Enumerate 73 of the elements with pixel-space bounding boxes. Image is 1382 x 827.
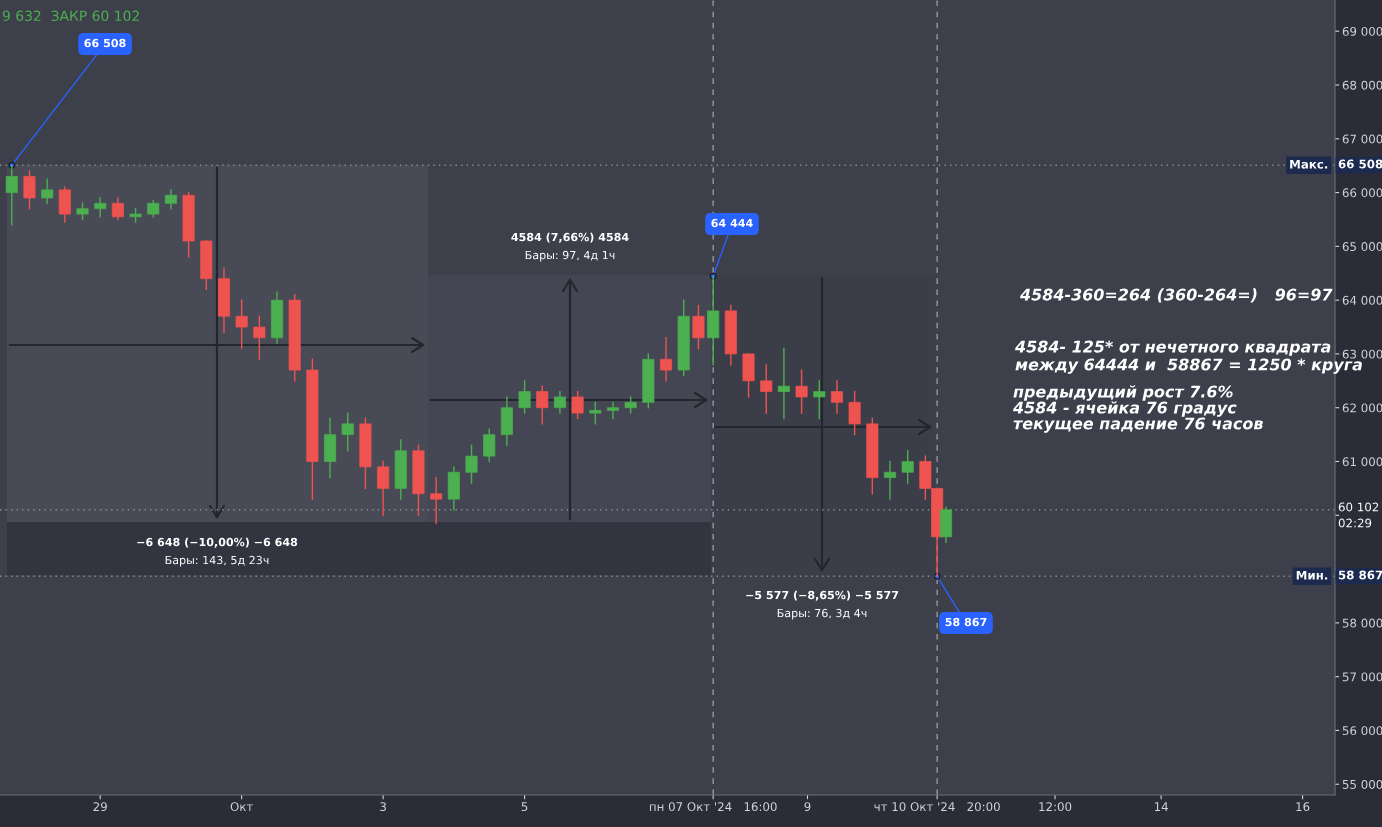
x-tick-label: 3	[380, 802, 386, 812]
candlestick	[430, 476, 443, 525]
text: 02:29	[1338, 518, 1372, 528]
annotation: 4584- 125* от нечетного квадрата	[1014, 340, 1331, 356]
y-tick-label: 61 000	[1342, 457, 1382, 467]
annotation: 4584 - ячейка 76 градус	[1012, 401, 1237, 417]
y-tick-label: 57 000	[1342, 672, 1382, 682]
y-tick-label: 63 000	[1342, 349, 1382, 359]
candlestick	[848, 390, 861, 436]
y-tick-label: 69 000	[1342, 26, 1382, 36]
annotation: между 64444 и 58867 = 1250 * круга	[1015, 358, 1362, 374]
x-tick-label: Окт	[230, 802, 253, 812]
annotation: 4584-360=264 (360-264=) 96=97	[1019, 288, 1333, 303]
ref-line-label: Мин.	[1296, 570, 1328, 580]
x-tick-label: пн 07 Окт '24 16:00	[649, 802, 777, 812]
x-tick-label: 5	[521, 802, 528, 812]
annotation: Бары: 76, 3д 4ч	[777, 608, 867, 620]
candlestick	[589, 401, 602, 425]
annotation: Бары: 97, 4д 1ч	[525, 250, 615, 262]
y-tick-label: 66 000	[1342, 188, 1382, 198]
candlestick	[760, 363, 773, 414]
candlestick	[341, 412, 354, 452]
candlestick	[483, 428, 496, 463]
x-tick-label: 12:00	[1039, 802, 1072, 812]
annotation: 9 632 ЗАКР 60 102	[2, 10, 139, 22]
candlestick	[571, 390, 584, 420]
annotation: −6 648 (−10,00%) −6 648	[137, 537, 298, 548]
candlestick	[235, 299, 248, 350]
x-tick-label: 16	[1296, 802, 1310, 812]
y-tick-label: 56 000	[1342, 726, 1382, 736]
y-tick-label: 64 000	[1342, 295, 1382, 305]
annotation: 66 508	[84, 38, 126, 48]
candlestick	[41, 178, 54, 205]
candlestick	[111, 197, 124, 221]
candlestick	[795, 369, 808, 414]
annotation: 58 867	[945, 617, 987, 627]
y-tick-label: 58 000	[1342, 618, 1382, 628]
candlestick	[536, 385, 549, 425]
candlestick	[377, 460, 390, 516]
y-tick-label: 67 000	[1342, 134, 1382, 144]
annotation: −5 577 (−8,65%) −5 577	[746, 590, 899, 601]
x-tick-label: чт 10 Окт '24 20:00	[874, 802, 1000, 812]
candlestick	[164, 189, 177, 210]
ref-line-label: Макс.	[1290, 159, 1328, 169]
annotation: предыдущий рост 7.6%	[1013, 385, 1233, 401]
candlestick	[692, 304, 705, 350]
candlestick	[606, 401, 619, 420]
y-tick-label: 55 000	[1342, 779, 1382, 789]
candlestick	[660, 337, 673, 382]
candlestick	[830, 380, 843, 414]
annotation: 4584 (7,66%) 4584	[511, 232, 629, 243]
candlestick	[777, 347, 790, 420]
x-tick-label: 9	[804, 802, 811, 812]
annotation: 64 444	[711, 218, 753, 228]
candlestick	[518, 380, 531, 414]
candlestick	[553, 390, 566, 414]
candlestick	[23, 170, 36, 210]
candlestick	[94, 197, 107, 218]
candlestick	[253, 315, 266, 361]
x-tick-label: 14	[1154, 802, 1168, 811]
candlestick	[901, 450, 914, 484]
annotation: текущее падение 76 часов	[1013, 417, 1263, 433]
annotation: Бары: 143, 5д 23ч	[165, 555, 269, 567]
text: 66 508	[1338, 159, 1382, 169]
text: 60 102	[1338, 502, 1379, 512]
y-tick-label: 68 000	[1342, 80, 1382, 90]
text: 58 867	[1338, 570, 1382, 580]
y-tick-label: 62 000	[1342, 403, 1382, 413]
candlestick	[813, 380, 826, 420]
y-tick-label: 65 000	[1342, 242, 1382, 252]
candlestick	[883, 460, 897, 500]
candlestick	[465, 444, 478, 484]
x-tick-label: 29	[93, 802, 107, 812]
